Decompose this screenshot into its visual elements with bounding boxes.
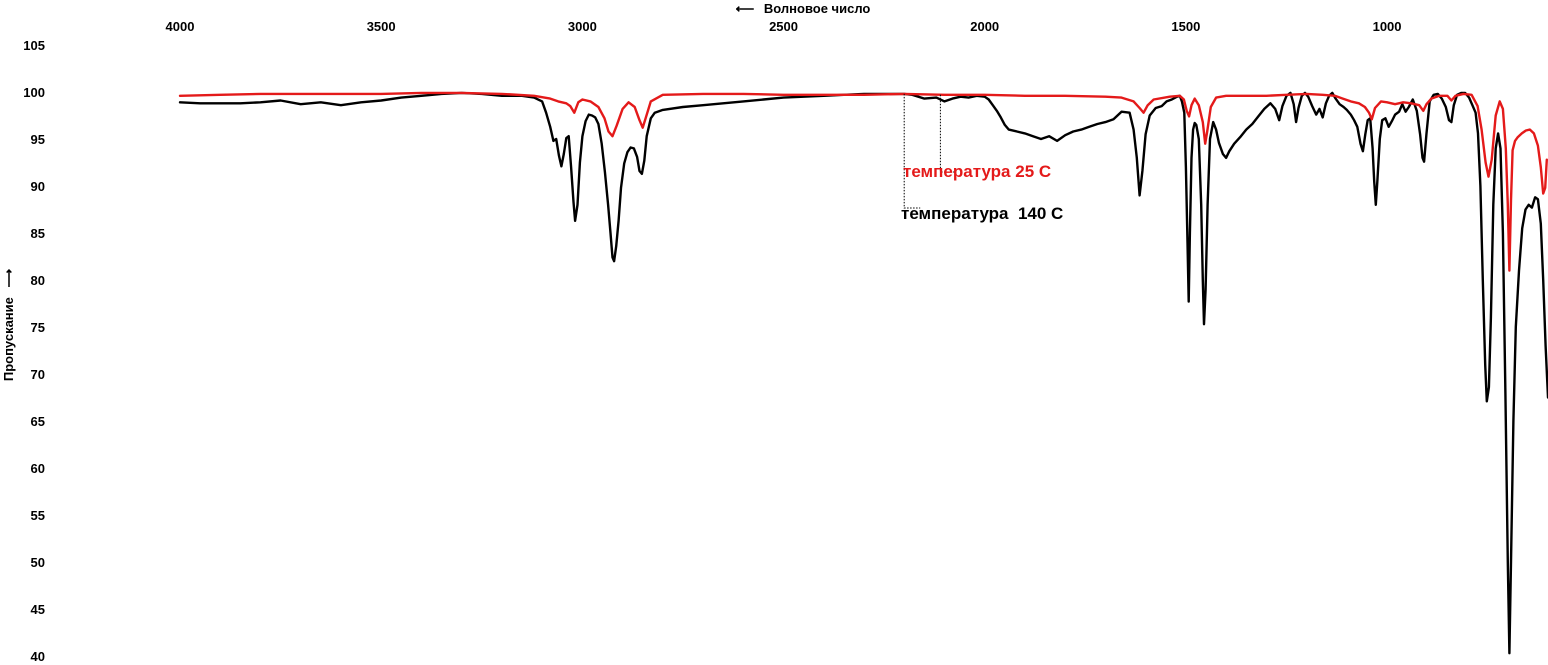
- series-label-140c: температура 140 С: [901, 204, 1063, 223]
- y-tick-label: 45: [31, 602, 45, 617]
- series-labels: температура 25 С температура 140 С: [901, 93, 1063, 223]
- x-tick-label: 2500: [769, 19, 798, 34]
- y-tick-label: 50: [31, 555, 45, 570]
- y-tick-label: 75: [31, 320, 45, 335]
- y-tick-label: 70: [31, 367, 45, 382]
- x-axis-title-text: Волновое число: [764, 1, 871, 16]
- x-tick-label: 4000: [166, 19, 195, 34]
- series-label-leader-25c: [939, 94, 957, 173]
- x-tick-label: 2000: [970, 19, 999, 34]
- y-axis-title: Пропускание ⟶: [1, 268, 16, 381]
- y-tick-label: 105: [23, 38, 45, 53]
- x-axis-arrow: ⟵: [736, 1, 755, 16]
- y-tick-label: 95: [31, 132, 45, 147]
- y-tick-label: 55: [31, 508, 45, 523]
- y-tick-label: 65: [31, 414, 45, 429]
- y-tick-label: 80: [31, 273, 45, 288]
- series-layer: [178, 91, 1548, 655]
- x-tick-label: 3000: [568, 19, 597, 34]
- y-tick-label: 60: [31, 461, 45, 476]
- y-tick-label: 40: [31, 649, 45, 664]
- y-tick-label: 100: [23, 85, 45, 100]
- series-line-25c: [178, 91, 1548, 272]
- y-tick-label: 90: [31, 179, 45, 194]
- series-line-140c: [178, 91, 1548, 655]
- y-axis-title-text: Пропускание: [1, 297, 16, 381]
- x-axis-title: ⟵ Волновое число: [736, 1, 871, 16]
- y-axis-arrow: ⟶: [1, 268, 16, 287]
- x-tick-label: 3500: [367, 19, 396, 34]
- x-tick-label: 1000: [1373, 19, 1402, 34]
- y-axis-ticks: 40 45 50 55 60 65 70 75 80 85 90 95 100 105: [23, 38, 45, 664]
- series-label-25c: температура 25 С: [903, 162, 1051, 181]
- series-label-leader-140c: [903, 93, 921, 209]
- x-tick-label: 1500: [1171, 19, 1200, 34]
- y-tick-label: 85: [31, 226, 45, 241]
- x-axis-ticks: 4000 3500 3000 2500 2000 1500 1000: [166, 19, 1402, 34]
